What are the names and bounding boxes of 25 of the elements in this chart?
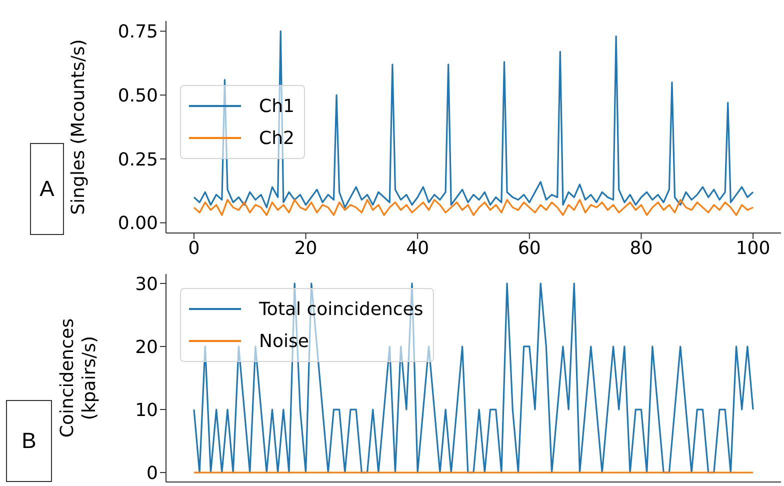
- y-tick-label: 30: [135, 274, 158, 295]
- legend-label: Noise: [259, 330, 309, 352]
- y-tick-label: 0.50: [118, 85, 158, 106]
- y-tick-label: 20: [135, 336, 158, 358]
- x-tick-label: 80: [630, 238, 653, 259]
- x-tick-label: 0: [188, 238, 200, 259]
- x-tick-label: 60: [518, 238, 541, 259]
- y-axis-title: Singles (Mcounts/s): [68, 39, 89, 215]
- legend-label: Ch1: [259, 96, 294, 116]
- legend-label: Ch2: [259, 128, 294, 148]
- y-tick-label: 0.25: [118, 149, 158, 170]
- text: B: [6, 400, 52, 482]
- y-tick-label: 0: [146, 462, 158, 484]
- y-tick-label: 0.00: [118, 213, 158, 234]
- y-tick-label: 0.75: [118, 22, 158, 43]
- x-tick-label: 40: [406, 238, 430, 259]
- line-series: [193, 198, 754, 216]
- line-series: [193, 30, 754, 208]
- y-axis-title: Coincidences (kpairs/s): [57, 318, 100, 438]
- x-tick-label: 100: [736, 238, 770, 259]
- text: A: [30, 143, 64, 235]
- x-tick-label: 20: [294, 238, 318, 259]
- y-tick-label: 10: [135, 400, 158, 421]
- line-series: [193, 282, 754, 474]
- legend-label: Total coincidences: [259, 298, 424, 320]
